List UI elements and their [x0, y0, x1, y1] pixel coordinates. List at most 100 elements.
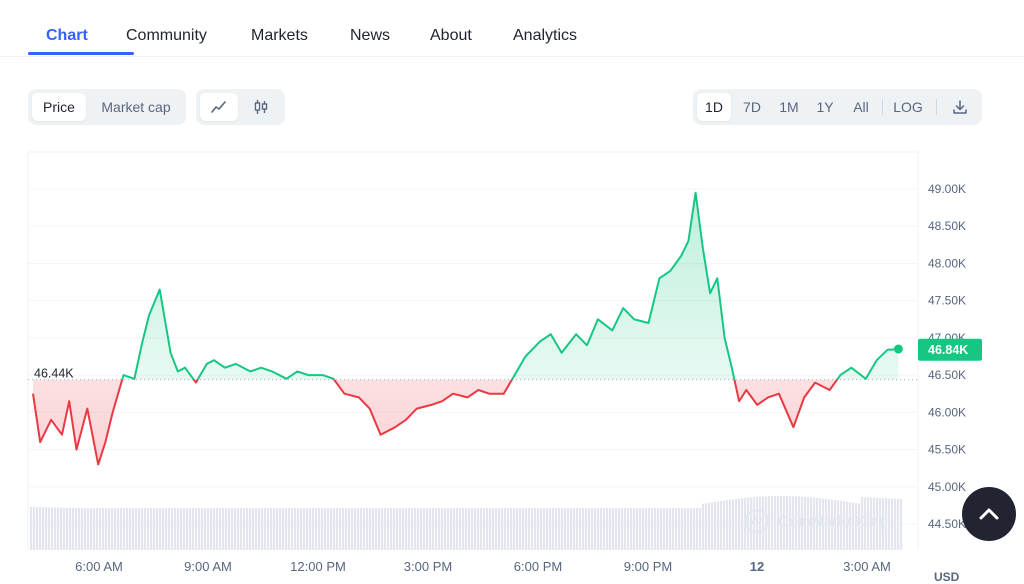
tab-about[interactable]: About: [430, 27, 472, 44]
volume-bar: [648, 508, 651, 550]
volume-bar: [405, 508, 408, 550]
tab-markets[interactable]: Markets: [251, 27, 308, 44]
volume-bar: [786, 496, 789, 550]
volume-bar: [606, 508, 609, 550]
volume-bar: [204, 508, 207, 550]
volume-bar: [783, 496, 786, 550]
volume-bar: [681, 508, 684, 550]
volume-bar: [555, 508, 558, 550]
area-fill-up: [122, 192, 899, 380]
volume-bar: [438, 508, 441, 550]
volume-bar: [801, 496, 804, 550]
volume-bar: [210, 508, 213, 550]
volume-bar: [744, 497, 747, 550]
volume-bar: [735, 498, 738, 550]
volume-bar: [882, 498, 885, 550]
tab-analytics[interactable]: Analytics: [513, 27, 578, 44]
volume-bar: [60, 507, 63, 550]
volume-bar: [249, 508, 252, 550]
volume-bar: [711, 502, 714, 550]
volume-bar: [279, 508, 282, 550]
volume-bar: [708, 502, 711, 550]
volume-bar: [42, 507, 45, 550]
y-axis: 49.00K48.50K48.00K47.50K47.00K46.50K46.0…: [928, 182, 966, 531]
volume-bar: [384, 508, 387, 550]
volume-bars: [30, 496, 903, 550]
volume-bar: [612, 508, 615, 550]
volume-bar: [45, 507, 48, 550]
volume-bar: [516, 508, 519, 550]
line-chart-button[interactable]: [200, 93, 238, 121]
volume-bar: [546, 508, 549, 550]
x-tick-label: 9:00 PM: [624, 559, 672, 574]
volume-bar: [663, 508, 666, 550]
range-1d-button[interactable]: 1D: [697, 93, 731, 121]
current-price-badge: 46.84K: [918, 338, 982, 361]
price-chart[interactable]: CoinMarketCap 49.00K 48.50K 48.00K 47.50K 47…: [0, 140, 1024, 581]
range-all-button[interactable]: All: [853, 99, 869, 115]
volume-bar: [51, 507, 54, 550]
volume-bar: [186, 508, 189, 550]
volume-bar: [867, 497, 870, 550]
volume-bar: [816, 497, 819, 550]
volume-bar: [636, 508, 639, 550]
volume-bar: [762, 496, 765, 550]
range-1m-button[interactable]: 1M: [779, 99, 799, 115]
candlestick-button[interactable]: [242, 93, 280, 121]
volume-bar: [63, 507, 66, 550]
volume-bar: [630, 508, 633, 550]
volume-bar: [597, 508, 600, 550]
volume-bar: [126, 508, 129, 550]
volume-bar: [81, 508, 84, 550]
volume-bar: [471, 508, 474, 550]
range-7d-button[interactable]: 7D: [743, 99, 761, 115]
volume-bar: [567, 508, 570, 550]
volume-bar: [231, 508, 234, 550]
volume-bar: [294, 508, 297, 550]
download-button[interactable]: [945, 93, 975, 121]
divider: [882, 99, 883, 115]
volume-bar: [528, 508, 531, 550]
volume-bar: [849, 502, 852, 550]
y-tick-label: 45.00K: [928, 480, 966, 494]
volume-bar: [222, 508, 225, 550]
volume-bar: [831, 499, 834, 550]
volume-bar: [543, 508, 546, 550]
volume-bar: [618, 508, 621, 550]
volume-bar: [822, 498, 825, 550]
x-tick-label: 6:00 AM: [75, 559, 123, 574]
volume-bar: [798, 496, 801, 550]
volume-bar: [531, 508, 534, 550]
tab-chart[interactable]: Chart: [46, 27, 88, 44]
volume-bar: [486, 508, 489, 550]
log-scale-button[interactable]: LOG: [893, 99, 923, 115]
volume-bar: [135, 508, 138, 550]
volume-bar: [87, 508, 90, 550]
tab-community[interactable]: Community: [126, 27, 207, 44]
volume-bar: [360, 508, 363, 550]
volume-bar: [345, 508, 348, 550]
volume-bar: [807, 497, 810, 550]
price-button[interactable]: Price: [32, 93, 86, 121]
volume-bar: [108, 508, 111, 550]
tab-news[interactable]: News: [350, 27, 391, 44]
chart-type-toggle: [196, 89, 285, 125]
svg-text:46.84K: 46.84K: [928, 343, 968, 357]
volume-bar: [660, 508, 663, 550]
metric-toggle: Price Market cap: [28, 89, 186, 125]
market-cap-button[interactable]: Market cap: [101, 99, 171, 115]
volume-bar: [201, 508, 204, 550]
range-1y-button[interactable]: 1Y: [816, 99, 834, 115]
volume-bar: [507, 508, 510, 550]
volume-bar: [726, 500, 729, 550]
volume-bar: [714, 501, 717, 550]
price-line-up: [121, 191, 899, 380]
volume-bar: [768, 496, 771, 550]
volume-bar: [498, 508, 501, 550]
volume-bar: [483, 508, 486, 550]
volume-bar: [642, 508, 645, 550]
chart-canvas[interactable]: CoinMarketCap 49.00K48.50K48.00K47.50K47…: [0, 140, 1024, 581]
volume-bar: [96, 508, 99, 550]
volume-bar: [144, 508, 147, 550]
scroll-to-top-button[interactable]: [962, 487, 1016, 541]
